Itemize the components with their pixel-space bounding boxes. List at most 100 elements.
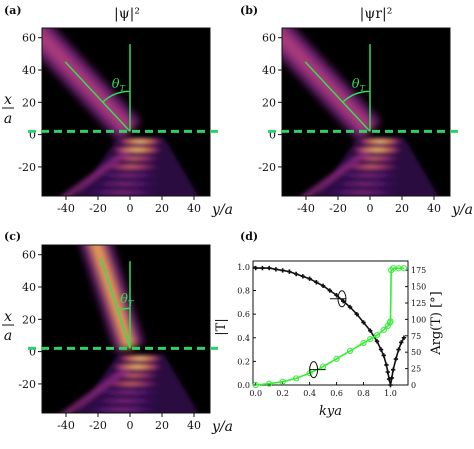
- y-axis-label: |T|: [214, 318, 229, 335]
- data-point: [380, 326, 387, 333]
- panel-label-b: (b): [240, 4, 258, 17]
- x-tick-label: 20: [155, 419, 169, 432]
- data-point: [320, 283, 326, 288]
- beam-direction-line: [99, 257, 131, 349]
- plot-frame: [281, 27, 451, 197]
- y-tick-label: 1.0: [237, 263, 250, 272]
- data-point: [347, 304, 353, 310]
- x-axis-label: y/a: [211, 202, 233, 218]
- x-tick-label: 1.0: [384, 389, 397, 398]
- plot-frame: [41, 244, 211, 414]
- angle-arc: [102, 90, 131, 103]
- y-label-numerator: x: [4, 309, 12, 325]
- data-point: [390, 367, 396, 372]
- data-point: [384, 322, 391, 330]
- y2-tick-label: 100: [411, 315, 426, 324]
- x-tick-label: 0: [127, 202, 134, 215]
- data-point: [341, 298, 346, 304]
- y-tick-label: 0.0: [237, 381, 250, 390]
- fan-tail: [300, 151, 374, 196]
- x-tick-label: 20: [155, 202, 169, 215]
- y2-tick-label: 150: [411, 283, 426, 292]
- y-tick-label: 60: [262, 32, 276, 45]
- x-tick-label: 0.8: [357, 389, 370, 398]
- data-point: [280, 268, 285, 273]
- data-point: [333, 355, 340, 362]
- x-tick-label: 0: [127, 419, 134, 432]
- x-tick-label: 40: [187, 202, 201, 215]
- y-tick-label: 0: [29, 346, 36, 359]
- beam-upper-core: [282, 28, 375, 136]
- y-tick-label: 60: [22, 249, 36, 262]
- data-point: [389, 375, 395, 381]
- y-tick-label: 0.8: [237, 287, 250, 296]
- plot-frame: [252, 260, 409, 386]
- y-tick-label: 60: [22, 32, 36, 45]
- x-tick-label: 40: [427, 202, 441, 215]
- fringe-band: [79, 188, 165, 196]
- x-tick-label: 20: [395, 202, 409, 215]
- x-axis-label: y/a: [451, 202, 473, 218]
- y-tick-label: 0: [269, 129, 276, 142]
- x-tick-label: -40: [57, 419, 75, 432]
- data-point: [384, 362, 389, 368]
- fringe-band: [319, 188, 405, 196]
- fringe-band: [91, 171, 165, 179]
- data-point: [378, 347, 384, 352]
- angle-arc: [117, 307, 131, 312]
- y-tick-label: -20: [18, 161, 36, 174]
- data-point: [381, 353, 386, 358]
- beam-direction-line: [304, 61, 371, 132]
- fringe-band: [79, 405, 165, 413]
- data-point: [354, 311, 359, 317]
- x-tick-label: 0: [367, 202, 374, 215]
- data-point: [307, 276, 312, 281]
- data-point: [361, 320, 366, 325]
- line-panel: 0.0 0.2 0.4 0.6 0.8 1.0 0.0 0.2 0.4 0.6 0.8 1.0 0 25 5…: [214, 260, 444, 419]
- data-point: [388, 382, 393, 388]
- x-tick-label: -40: [57, 202, 75, 215]
- y-tick-label: 0.4: [237, 334, 250, 343]
- y-tick-label: 40: [262, 64, 276, 77]
- data-point: [368, 328, 373, 333]
- y2-tick-label: 75: [411, 332, 421, 341]
- data-point: [266, 265, 272, 271]
- fan-tail: [60, 368, 134, 413]
- y2-tick-label: 0: [411, 381, 416, 390]
- field-intensity: [42, 28, 199, 196]
- fringe-band: [331, 171, 405, 179]
- data-point: [374, 339, 380, 344]
- data-point: [385, 369, 390, 375]
- x-tick-label: 0.6: [330, 389, 343, 398]
- data-point: [400, 265, 408, 272]
- beam-direction-line: [64, 61, 131, 132]
- data-point: [300, 274, 306, 279]
- x-tick-label: -20: [89, 419, 107, 432]
- data-point: [279, 378, 286, 385]
- data-point: [252, 381, 259, 389]
- fringe-band: [355, 137, 405, 145]
- y-tick-label: 40: [22, 281, 36, 294]
- panel-label-d: (d): [240, 230, 258, 243]
- data-point: [399, 340, 404, 345]
- x-axis-label: y/a: [211, 419, 233, 435]
- fringe-band: [85, 397, 165, 405]
- y2-tick-label: 25: [411, 365, 421, 374]
- angle-arc: [342, 90, 371, 103]
- data-point: [260, 265, 265, 271]
- data-point: [293, 375, 300, 382]
- y-tick-label: 40: [22, 64, 36, 77]
- beam-upper: [42, 28, 141, 142]
- beam-lower: [60, 137, 199, 196]
- y-tick-label: 0.2: [237, 357, 250, 366]
- data-point: [293, 271, 299, 277]
- left-axis-indicator: [329, 290, 347, 308]
- beam-upper-core: [42, 28, 135, 136]
- data-point: [314, 280, 319, 285]
- y-label-numerator: x: [4, 92, 12, 108]
- x-tick-label: 0.2: [276, 389, 289, 398]
- data-point: [386, 376, 392, 382]
- y-tick-label: -20: [258, 161, 276, 174]
